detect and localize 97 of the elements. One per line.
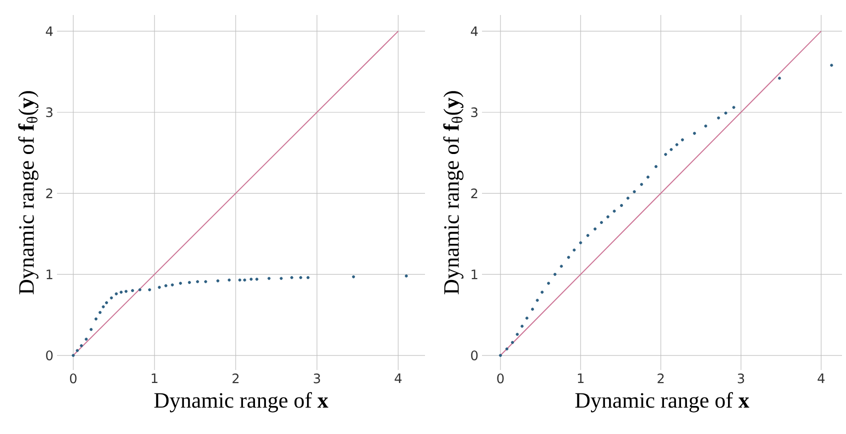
point [536,298,539,302]
y-tick-label: 2 [46,188,52,198]
point [114,292,118,296]
point [670,148,673,152]
point [290,276,294,280]
point [646,176,650,179]
point [640,182,644,186]
y-axis-title: Dynamic range of f$_{θ}$(y) [18,91,38,294]
point [732,106,736,109]
point [600,220,603,224]
point [505,347,508,350]
point [188,280,191,284]
point [579,241,582,244]
point [80,344,83,348]
point [268,276,271,280]
point [830,64,834,67]
point [560,264,563,268]
point [164,284,168,288]
point [547,282,550,285]
point [692,132,696,135]
point [531,308,534,311]
point [510,340,514,344]
point [352,275,356,278]
y-tick-label: 4 [470,26,478,36]
point [704,124,708,128]
point [724,112,728,115]
point [228,278,231,282]
point [238,278,242,282]
point [675,143,678,146]
x-axis-title: Dynamic range of x [154,392,328,412]
point [404,274,408,278]
point [84,338,88,341]
point [520,324,524,328]
point [525,316,528,320]
x-tick-label: 3 [314,374,320,384]
point [680,138,684,142]
y-tick-label: 3 [471,107,478,118]
point [606,215,610,218]
y-tick-label: 4 [46,26,53,36]
point [98,310,102,314]
point [664,152,668,156]
x-tick-label: 2 [658,374,664,384]
point [158,286,161,289]
point [90,328,93,331]
point [250,278,253,281]
point [243,278,246,282]
y-tick-label: 3 [46,107,52,118]
point [196,280,200,284]
x-tick-label: 0 [497,374,504,384]
point [94,317,98,320]
point [138,288,142,292]
x-tick-label: 1 [578,374,584,383]
point [105,301,108,304]
point [567,256,570,259]
y-tick-label: 1 [472,270,478,280]
y-tick-label: 1 [46,270,52,280]
x-tick-label: 2 [232,374,239,384]
x-tick-label: 0 [70,374,76,384]
point [299,276,302,280]
x-tick-label: 4 [818,374,825,383]
point [620,204,624,207]
point [306,276,310,280]
point [516,332,519,336]
point [612,210,616,213]
x-axis-title: Dynamic range of x [575,392,750,412]
point [280,276,283,280]
point [148,288,152,292]
point [632,190,636,194]
x-tick-label: 4 [394,374,402,383]
point [553,272,556,276]
point [178,282,182,285]
point [72,354,75,357]
y-tick-label: 0 [46,350,53,360]
y-tick-label: 0 [471,350,478,360]
point [124,290,128,293]
y-tick-label: 2 [471,188,478,198]
point [110,296,113,300]
point [102,305,105,308]
point [586,234,590,237]
point [76,349,79,352]
point [255,278,258,281]
x-tick-label: 3 [738,374,744,384]
y-axis-title: Dynamic range of f$_{θ}$(y) [443,91,464,294]
point [654,165,658,168]
point [540,290,544,294]
point [131,289,134,292]
point [216,279,220,282]
point [717,116,720,120]
point [204,280,208,284]
point [498,354,502,357]
point [120,290,123,294]
point [778,76,781,80]
point [170,283,174,286]
point [572,248,576,252]
x-tick-label: 1 [152,374,158,383]
point [626,196,630,200]
point [594,227,597,230]
